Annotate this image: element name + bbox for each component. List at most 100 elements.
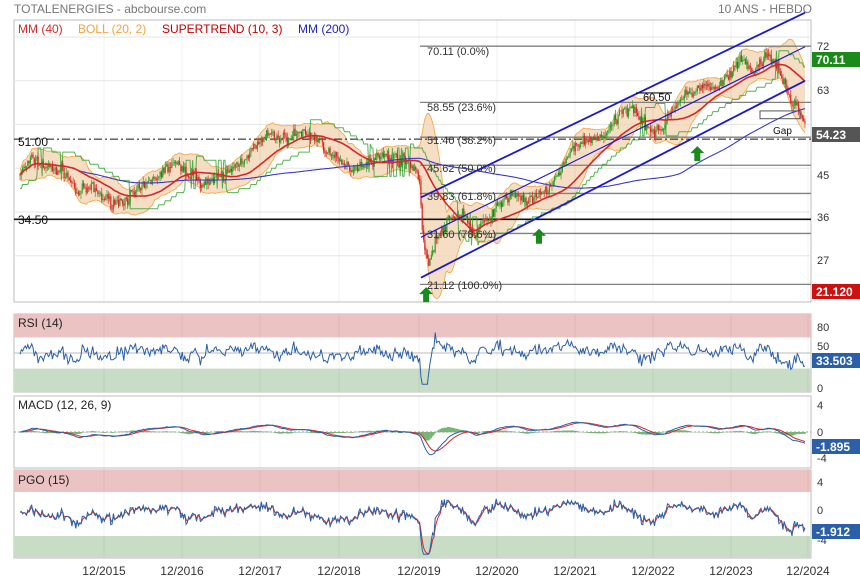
macd-histogram-bar <box>544 431 547 433</box>
candle-body <box>565 158 567 164</box>
macd-histogram-bar <box>132 430 134 433</box>
candle-body <box>552 181 554 186</box>
candle-body <box>720 80 722 86</box>
candle-body <box>382 152 384 158</box>
macd-histogram-bar <box>364 431 366 433</box>
macd-histogram-bar <box>623 431 626 433</box>
candle-body <box>136 189 138 192</box>
candle-body <box>188 175 190 178</box>
fib-236-label: 58.55 (23.6%) <box>427 102 496 114</box>
candle-body <box>758 59 761 67</box>
price-tick: 27 <box>817 255 829 267</box>
macd-histogram-bar <box>69 432 72 434</box>
candle-body <box>254 144 256 146</box>
candle-body <box>202 184 204 187</box>
macd-histogram-bar <box>527 432 530 434</box>
macd-histogram-bar <box>778 432 780 434</box>
candle-body <box>24 166 26 168</box>
macd-histogram-bar <box>526 432 529 434</box>
macd-histogram-bar <box>245 431 247 433</box>
candle-body <box>63 167 65 178</box>
candle-body <box>511 190 513 196</box>
macd-histogram-bar <box>760 432 762 433</box>
candle-body <box>228 170 230 173</box>
candle-body <box>682 98 684 100</box>
candle-body <box>360 161 362 167</box>
candle-body <box>272 131 274 133</box>
candle-body <box>548 185 550 193</box>
candle-body <box>546 186 548 195</box>
macd-histogram-bar <box>333 432 335 434</box>
candle-body <box>603 136 605 139</box>
x-tick-label: 12/2017 <box>238 564 282 578</box>
macd-histogram-bar <box>68 432 71 434</box>
macd-histogram-bar <box>251 430 253 433</box>
macd-histogram-bar <box>97 431 99 433</box>
level-51-label: 51.00 <box>18 135 48 149</box>
candle-body <box>665 119 667 125</box>
candle-body <box>112 199 115 210</box>
candle-body <box>215 176 217 178</box>
rsi-panel <box>13 313 812 393</box>
candle-body <box>735 61 737 67</box>
candle-body <box>555 175 557 178</box>
macd-histogram-bar <box>731 431 734 433</box>
macd-histogram-bar <box>483 431 486 433</box>
candle-body <box>420 180 422 205</box>
macd-histogram-bar <box>561 430 564 433</box>
macd-histogram-bar <box>664 431 666 433</box>
candle-body <box>733 65 735 72</box>
candle-body <box>133 191 135 196</box>
candle-body <box>544 186 547 192</box>
candle-body <box>529 195 531 203</box>
macd-histogram-bar <box>756 432 758 434</box>
candle-body <box>319 139 321 141</box>
candle-body <box>141 185 143 191</box>
candle-body <box>387 156 390 164</box>
macd-histogram-bar <box>191 432 194 434</box>
candle-body <box>249 153 251 159</box>
fib-50-label: 45.62 (50.0%) <box>427 163 496 175</box>
macd-histogram-bar <box>459 429 461 433</box>
candle-body <box>538 190 540 198</box>
candle-body <box>81 183 83 191</box>
price-tick: 63 <box>817 85 829 97</box>
candle-body <box>210 180 212 184</box>
macd-histogram-bar <box>80 432 82 434</box>
candle-body <box>463 208 465 218</box>
candle-body <box>80 190 82 194</box>
candle-body <box>221 174 224 178</box>
candle-body <box>564 162 566 164</box>
candle-body <box>185 167 187 177</box>
candle-body <box>647 125 649 128</box>
candle-body <box>333 154 335 158</box>
macd-histogram-bar <box>620 431 622 433</box>
candle-body <box>591 137 593 144</box>
macd-histogram-bar <box>633 432 635 433</box>
candle-body <box>786 84 788 92</box>
candle-body <box>33 158 35 164</box>
candle-body <box>486 217 488 221</box>
candle-body <box>82 183 85 187</box>
candle-body <box>207 178 209 184</box>
period-label: 10 ANS - HEBDO <box>718 2 812 16</box>
candle-body <box>160 171 163 178</box>
candle-body <box>323 142 325 152</box>
candle-body <box>730 70 732 78</box>
macd-histogram-bar <box>491 430 493 433</box>
candle-body <box>712 87 714 88</box>
candle-body <box>220 176 222 178</box>
candle-body <box>704 83 706 86</box>
macd-histogram-bar <box>533 432 535 434</box>
macd-histogram-bar <box>395 431 397 433</box>
macd-histogram-bar <box>736 431 739 433</box>
candle-body <box>268 133 270 136</box>
macd-histogram-bar <box>426 432 429 441</box>
candle-body <box>541 191 543 195</box>
macd-histogram-bar <box>352 432 355 433</box>
candle-body <box>32 154 34 159</box>
candle-body <box>707 83 709 87</box>
macd-histogram-bar <box>597 432 600 434</box>
candle-body <box>659 129 661 130</box>
macd-histogram-bar <box>199 432 202 434</box>
